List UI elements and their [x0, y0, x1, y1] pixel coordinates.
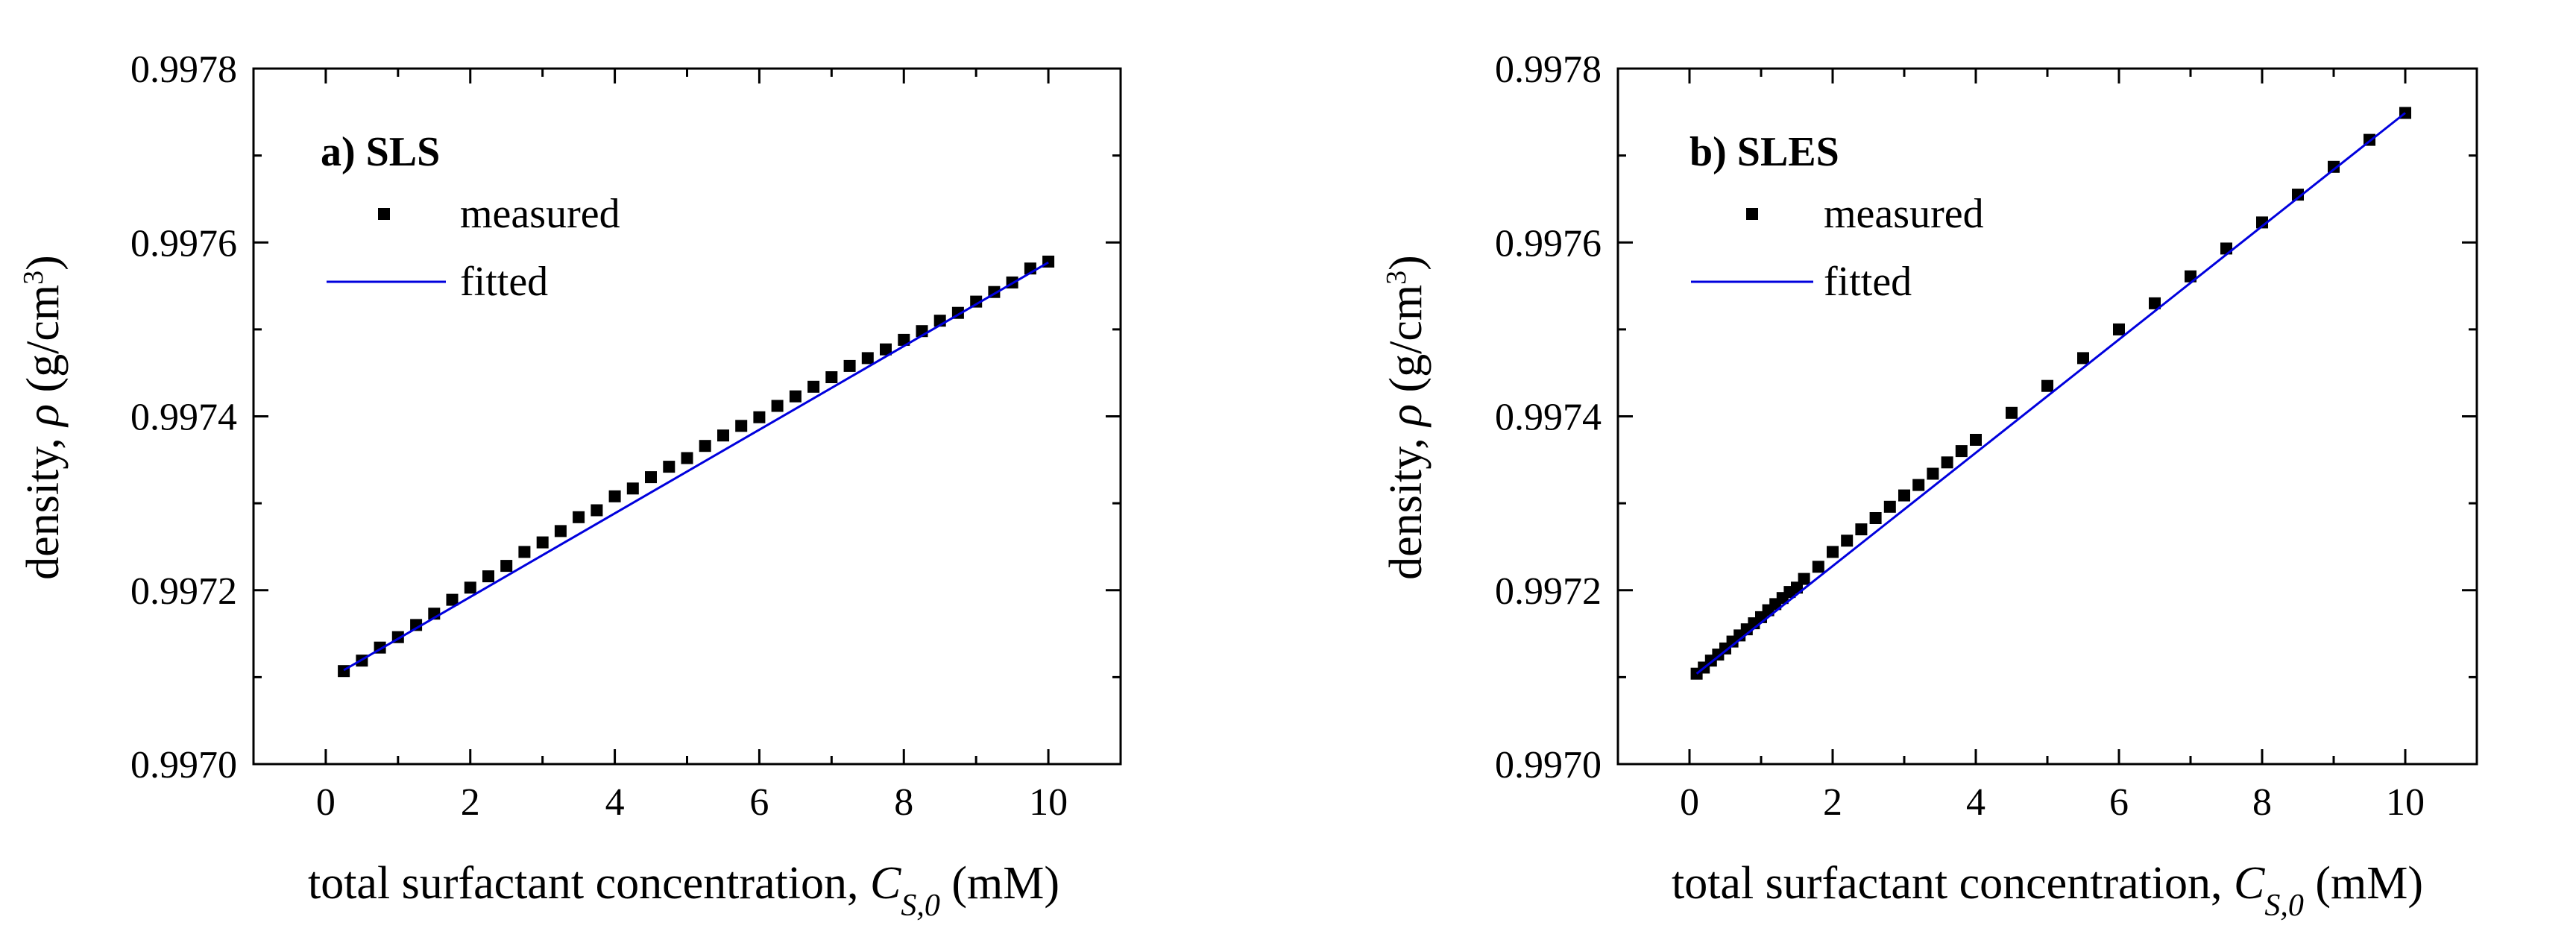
panel-b-y-tick-label: 0.9976 [1495, 222, 1602, 265]
panel-b-data-point [1912, 479, 1925, 491]
panel-a-y-axis-title-text: density, ρ (g/cm3) [18, 255, 69, 580]
panel-a-x-tick-label: 0 [316, 781, 336, 824]
panel-b-data-point [2328, 160, 2340, 173]
panel-a-data-point [591, 504, 603, 517]
panel-b-x-tick-label: 4 [1966, 781, 1985, 824]
panel-a-legend-label-fitted: fitted [460, 259, 548, 305]
panel-b-x-tick-label: 8 [2252, 781, 2272, 824]
panel-b-data-point [1798, 573, 1810, 585]
panel-b-x-tick-label: 10 [2386, 781, 2425, 824]
panel-a-data-point [753, 411, 766, 423]
panel-b-data-point [1941, 456, 1953, 469]
panel-b-data-point [2149, 297, 2161, 309]
panel-a-y-tick-label: 0.9978 [130, 48, 237, 91]
panel-b-x-tick-label: 0 [1680, 781, 1699, 824]
panel-b-data-point [2292, 189, 2304, 201]
panel-b-legend-label-fitted: fitted [1824, 259, 1912, 305]
panel-a-y-tick-label: 0.9976 [130, 222, 237, 265]
panel-b-data-point [1898, 489, 1910, 502]
panel-b-data-point [1841, 534, 1854, 547]
panel-a-data-point [500, 560, 513, 573]
panel-a-x-tick-label: 6 [749, 781, 769, 824]
panel-a-data-point [880, 343, 892, 356]
panel-a-data-point [482, 570, 494, 583]
panel-a-legend-label-measured: measured [460, 191, 620, 237]
panel-b-data-point [2256, 216, 2268, 229]
panel-a-data-point [825, 371, 838, 383]
panel-a-data-point [843, 359, 856, 372]
panel-b-y-axis-title-text: density, ρ (g/cm3) [1381, 255, 1432, 580]
panel-b-data-point [1883, 500, 1896, 513]
panel-b-y-tick-label: 0.9970 [1495, 744, 1602, 786]
panel-b-data-point [1970, 434, 1982, 446]
panel-a-y-tick-label: 0.9972 [130, 570, 237, 613]
panel-a-data-point [536, 536, 549, 549]
panel-a-data-point [663, 461, 676, 473]
panel-a-legend: a) SLS measured fitted [321, 129, 620, 305]
panel-a-y-axis-label: density, ρ (g/cm3) [18, 255, 69, 580]
panel-a-x-axis-label: total surfactant concentration, CS,0 (mM… [308, 858, 1059, 923]
panel-a-data-point [626, 482, 639, 495]
panel-a-data-point [464, 581, 476, 594]
panel-b-y-tick-label: 0.9978 [1495, 48, 1602, 91]
panel-a-data-point [410, 619, 423, 631]
panel-b-x-tick-label: 6 [2109, 781, 2129, 824]
panel-b-data-point [2220, 242, 2232, 255]
panel-a-data-point [970, 295, 983, 308]
panel-b-data-point [1869, 512, 1882, 524]
panel-b-data-point [2077, 352, 2089, 365]
panel-a-data-point [717, 429, 729, 442]
panel-b-x-tick-label: 2 [1823, 781, 1842, 824]
panel-a-y-tick-label: 0.9974 [130, 397, 237, 439]
panel-b-data-point [1812, 561, 1824, 573]
panel-b-data-point [2006, 406, 2018, 419]
panel-a-x-tick-label: 4 [605, 781, 625, 824]
panel-a-data-point [518, 546, 531, 558]
panel-a-x-tick-label: 10 [1029, 781, 1068, 824]
panel-b-data-point [1955, 445, 1968, 458]
panel-a-data-point [608, 490, 621, 502]
panel-b-fitted-line [1695, 112, 2406, 675]
panel-b-title: b) SLES [1689, 129, 1839, 175]
panel-b-data-point [1827, 546, 1839, 558]
panel-b-sles: density, ρ (g/cm3) total surfactant conc… [1381, 48, 2478, 923]
panel-b-legend-marker-measured [1746, 208, 1758, 220]
panel-a-sls: density, ρ (g/cm3) total surfactant conc… [18, 48, 1122, 923]
panel-b-data-point [1927, 467, 1939, 480]
panel-a-data-point [645, 471, 657, 484]
panel-b-legend-label-measured: measured [1824, 191, 1984, 237]
panel-a-data-point [681, 452, 693, 464]
panel-a-legend-marker-measured [378, 208, 390, 220]
panel-a-fitted-line [343, 261, 1049, 672]
panel-a-data-point [573, 511, 585, 523]
panel-b-data-point [2113, 323, 2125, 335]
panel-a-data-point [554, 525, 567, 537]
panel-a-data-point [861, 352, 874, 365]
panel-b-data-point [1855, 523, 1868, 536]
panel-b-legend: b) SLES measured fitted [1689, 129, 1984, 305]
panel-a-y-tick-label: 0.9970 [130, 744, 237, 786]
panel-a-data-point [789, 390, 802, 403]
panel-a-data-point [699, 440, 711, 452]
panel-a-x-tick-label: 2 [461, 781, 480, 824]
panel-b-y-tick-label: 0.9974 [1495, 397, 1602, 439]
panel-b-y-tick-label: 0.9972 [1495, 570, 1602, 613]
panel-a-data-point [446, 593, 459, 606]
panel-b-x-axis-label: total surfactant concentration, CS,0 (mM… [1672, 858, 2423, 923]
panel-a-x-tick-label: 8 [894, 781, 913, 824]
panel-a-data-point [771, 400, 784, 412]
panel-b-y-axis-label: density, ρ (g/cm3) [1381, 255, 1432, 580]
panel-a-data-point [898, 333, 910, 346]
panel-b-data-point [2041, 379, 2053, 392]
panel-a-data-point [735, 420, 748, 432]
panel-a-title: a) SLS [321, 129, 440, 175]
panel-a-data-point [807, 380, 820, 393]
